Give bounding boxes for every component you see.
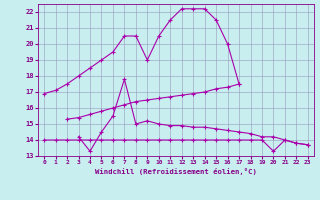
X-axis label: Windchill (Refroidissement éolien,°C): Windchill (Refroidissement éolien,°C): [95, 168, 257, 175]
